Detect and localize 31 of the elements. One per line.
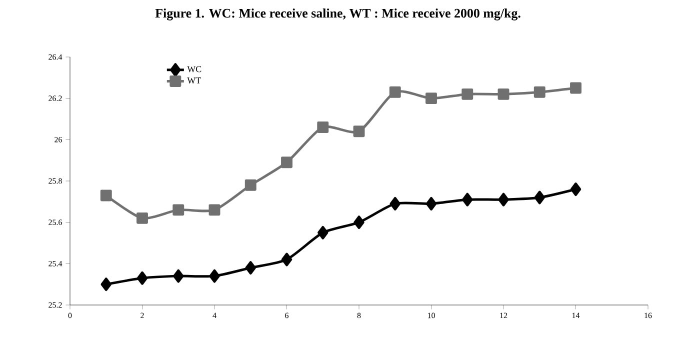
point xyxy=(534,190,545,204)
point xyxy=(317,122,329,133)
legend-label: WT xyxy=(187,78,201,84)
point xyxy=(209,269,220,283)
point xyxy=(498,88,510,100)
point xyxy=(172,204,184,216)
point xyxy=(390,197,400,210)
point xyxy=(318,226,328,240)
point xyxy=(389,86,401,98)
point xyxy=(462,192,473,206)
point xyxy=(570,82,582,94)
point xyxy=(534,86,546,98)
point xyxy=(136,271,148,285)
chart-title: Figure 1. WC: Mice receive saline, WT : Mice receive 2000 mg/kg. xyxy=(155,8,520,20)
point xyxy=(244,179,256,191)
point xyxy=(100,190,112,202)
point xyxy=(570,182,582,196)
point xyxy=(353,126,365,138)
point xyxy=(426,197,437,210)
legend-label: WC xyxy=(187,66,202,72)
point xyxy=(281,156,292,168)
point xyxy=(208,204,220,216)
point xyxy=(136,212,148,224)
point xyxy=(100,278,112,292)
point xyxy=(462,88,474,100)
point xyxy=(281,252,292,266)
point xyxy=(354,216,364,230)
point xyxy=(173,269,184,283)
point xyxy=(498,192,509,206)
point xyxy=(245,261,256,275)
point xyxy=(426,92,437,104)
